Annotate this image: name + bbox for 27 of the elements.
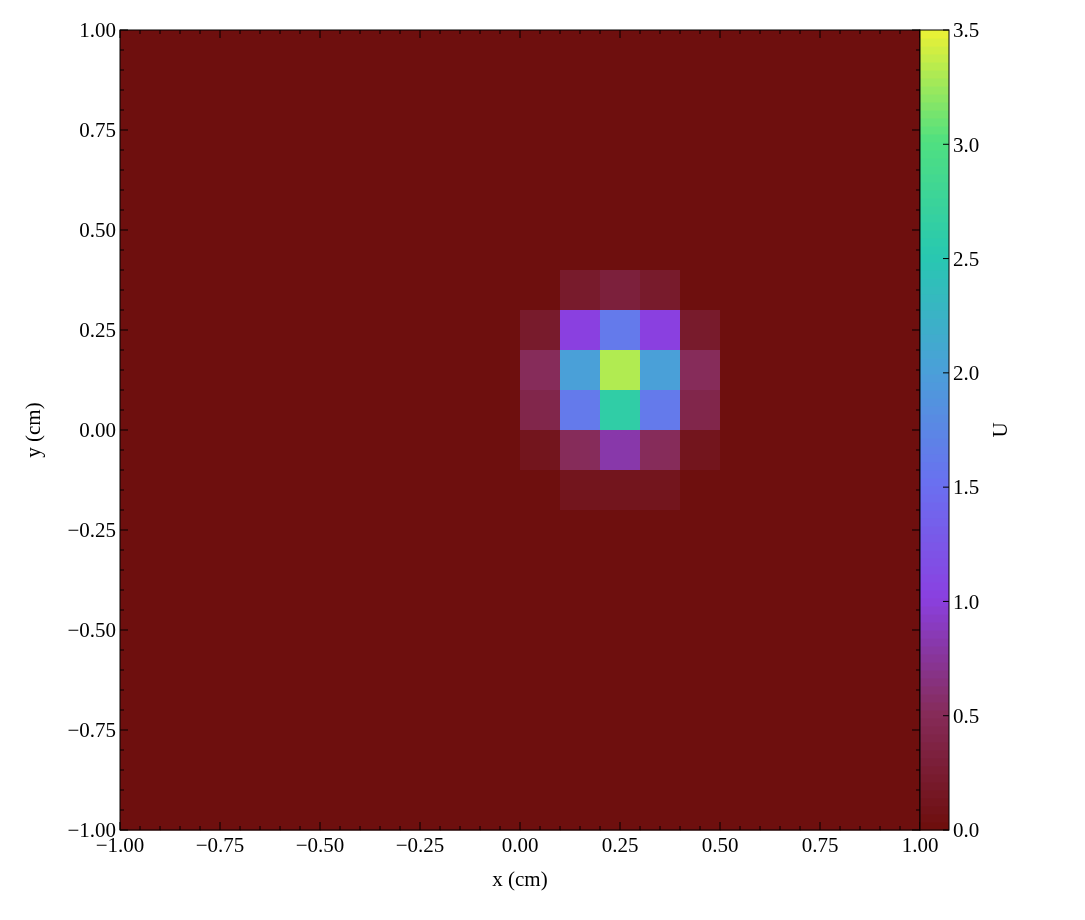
y-tick-label: 0.25 [79,318,116,343]
y-tick-label: −0.75 [67,718,116,743]
color-bar-label: 1.0 [953,589,980,614]
color-bar-label: 3.0 [953,132,980,157]
y-tick-label: −0.25 [67,518,116,543]
color-bar-label: 3.5 [953,18,980,43]
color-bar-label: 2.0 [953,361,980,386]
x-tick-label: −0.25 [395,833,445,857]
color-bar-title: U [988,422,1012,438]
color-bar-label: 1.5 [953,475,980,500]
y-tick-label: −0.50 [67,618,116,643]
x-tick-label: 0.25 [601,833,639,857]
y-tick-label: 0.00 [79,418,116,443]
x-tick-label: −0.75 [195,833,245,857]
color-bar-label: 0.0 [953,818,980,843]
x-tick-label: 1.00 [901,833,939,857]
x-tick-label: 0.50 [701,833,739,857]
color-bar-label: 2.5 [953,246,980,271]
x-tick-label: 0.75 [801,833,839,857]
x-tick-label: −0.50 [295,833,345,857]
y-axis-title: y (cm) [21,402,45,458]
color-bar-label: 0.5 [953,704,980,729]
x-tick-label: 0.00 [501,833,539,857]
x-axis-title: x (cm) [492,867,548,891]
y-tick-label: 1.00 [79,18,116,43]
y-tick-label: 0.75 [79,118,116,143]
y-tick-label: 0.50 [79,218,116,243]
